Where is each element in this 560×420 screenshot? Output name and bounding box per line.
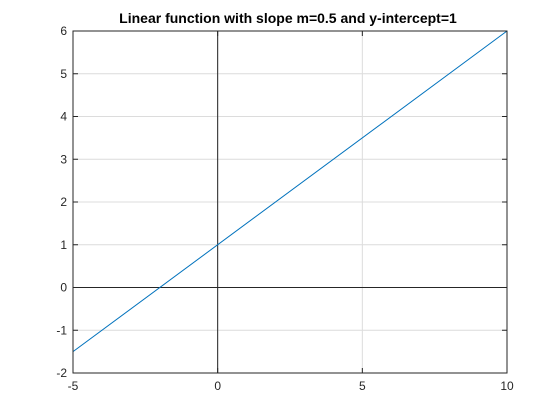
tick-labels: -5 0 5 10 -2 -1 0 1 2 3 4 5 6 [56,24,514,393]
x-tick-label: -5 [68,379,79,393]
series-layer [72,30,508,353]
y-tick-label: 0 [60,281,67,295]
y-tick-label: 5 [60,67,67,81]
ticks [72,30,508,374]
y-tick-label: 3 [60,152,67,166]
y-tick-label: 6 [60,24,67,38]
zero-lines [73,31,507,373]
y-tick-label: 2 [60,195,67,209]
chart-title: Linear function with slope m=0.5 and y-i… [119,10,457,26]
x-tick-label: 5 [359,379,366,393]
x-tick-label: 0 [214,379,221,393]
y-tick-label: 1 [60,238,67,252]
y-tick-label: 4 [60,110,67,124]
y-tick-label: -2 [56,366,67,380]
x-tick-label: 10 [500,379,514,393]
y-tick-label: -1 [56,323,67,337]
series-line-0 [72,30,508,353]
